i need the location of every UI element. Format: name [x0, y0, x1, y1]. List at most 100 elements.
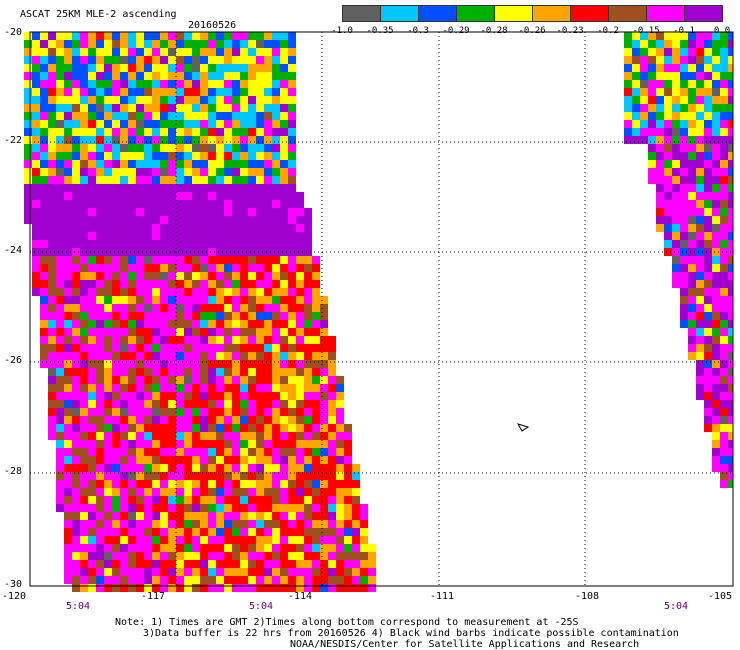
swath-cell: [120, 496, 128, 504]
swath-cell: [272, 248, 280, 256]
swath-cell: [256, 256, 264, 264]
swath-cell: [72, 536, 80, 544]
swath-cell: [720, 296, 728, 304]
swath-cell: [208, 408, 216, 416]
swath-cell: [152, 368, 160, 376]
swath-cell: [56, 168, 64, 176]
swath-cell: [696, 248, 704, 256]
swath-cell: [64, 320, 72, 328]
swath-cell: [696, 112, 704, 120]
swath-cell: [112, 488, 120, 496]
swath-cell: [56, 120, 64, 128]
swath-cell: [152, 264, 160, 272]
swath-cell: [192, 296, 200, 304]
swath-cell: [264, 352, 272, 360]
swath-cell: [192, 520, 200, 528]
swath-cell: [176, 408, 184, 416]
swath-cell: [312, 376, 320, 384]
swath-cell: [48, 184, 56, 192]
swath-cell: [720, 440, 728, 448]
swath-cell: [304, 384, 312, 392]
swath-cell: [720, 168, 728, 176]
swath-cell: [256, 264, 264, 272]
swath-cell: [696, 352, 704, 360]
swath-cell: [256, 304, 264, 312]
swath-cell: [264, 344, 272, 352]
swath-cell: [232, 360, 240, 368]
swath-cell: [152, 48, 160, 56]
swath-cell: [720, 56, 728, 64]
swath-cell: [136, 264, 144, 272]
swath-cell: [216, 104, 224, 112]
swath-cell: [208, 144, 216, 152]
swath-cell: [288, 360, 296, 368]
swath-cell: [264, 248, 272, 256]
swath-cell: [176, 424, 184, 432]
swath-cell: [144, 184, 152, 192]
swath-cell: [352, 536, 360, 544]
swath-cell: [104, 536, 112, 544]
map-title: ASCAT 25KM MLE-2 ascending: [20, 9, 177, 20]
swath-cell: [280, 56, 288, 64]
swath-cell: [320, 416, 328, 424]
swath-cell: [72, 480, 80, 488]
swath-cell: [224, 480, 232, 488]
swath-cell: [256, 352, 264, 360]
swath-cell: [40, 176, 48, 184]
swath-cell: [704, 232, 712, 240]
swath-cell: [176, 264, 184, 272]
swath-cell: [24, 104, 32, 112]
swath-cell: [280, 376, 288, 384]
swath-cell: [48, 376, 56, 384]
swath-cell: [352, 544, 360, 552]
swath-cell: [88, 256, 96, 264]
swath-cell: [728, 136, 733, 144]
swath-cell: [184, 584, 192, 592]
swath-cell: [72, 464, 80, 472]
swath-cell: [320, 400, 328, 408]
swath-cell: [112, 288, 120, 296]
swath-cell: [96, 288, 104, 296]
swath-cell: [160, 248, 168, 256]
swath-cell: [216, 200, 224, 208]
swath-cell: [720, 280, 728, 288]
swath-cell: [232, 312, 240, 320]
swath-cell: [152, 160, 160, 168]
swath-cell: [136, 416, 144, 424]
swath-cell: [248, 440, 256, 448]
swath-cell: [272, 392, 280, 400]
swath-cell: [696, 288, 704, 296]
lon-label: -117: [141, 591, 166, 602]
swath-cell: [104, 464, 112, 472]
swath-cell: [224, 440, 232, 448]
swath-cell: [104, 432, 112, 440]
swath-cell: [272, 488, 280, 496]
swath-cell: [200, 320, 208, 328]
swath-cell: [720, 40, 728, 48]
swath-cell: [192, 384, 200, 392]
swath-cell: [264, 568, 272, 576]
swath-cell: [224, 312, 232, 320]
swath-cell: [232, 232, 240, 240]
swath-cell: [128, 200, 136, 208]
swath-cell: [72, 112, 80, 120]
swath-cell: [208, 320, 216, 328]
swath-cell: [88, 544, 96, 552]
swath-cell: [56, 464, 64, 472]
swath-cell: [144, 360, 152, 368]
swath-cell: [624, 32, 632, 40]
swath-cell: [64, 576, 72, 584]
swath-cell: [88, 160, 96, 168]
swath-cell: [160, 416, 168, 424]
swath-cell: [112, 328, 120, 336]
swath-cell: [224, 336, 232, 344]
swath-cell: [240, 320, 248, 328]
swath-cell: [128, 56, 136, 64]
swath-cell: [64, 416, 72, 424]
swath-cell: [280, 256, 288, 264]
swath-cell: [184, 368, 192, 376]
swath-cell: [104, 240, 112, 248]
swath-cell: [120, 272, 128, 280]
swath-cell: [80, 224, 88, 232]
swath-cell: [144, 352, 152, 360]
